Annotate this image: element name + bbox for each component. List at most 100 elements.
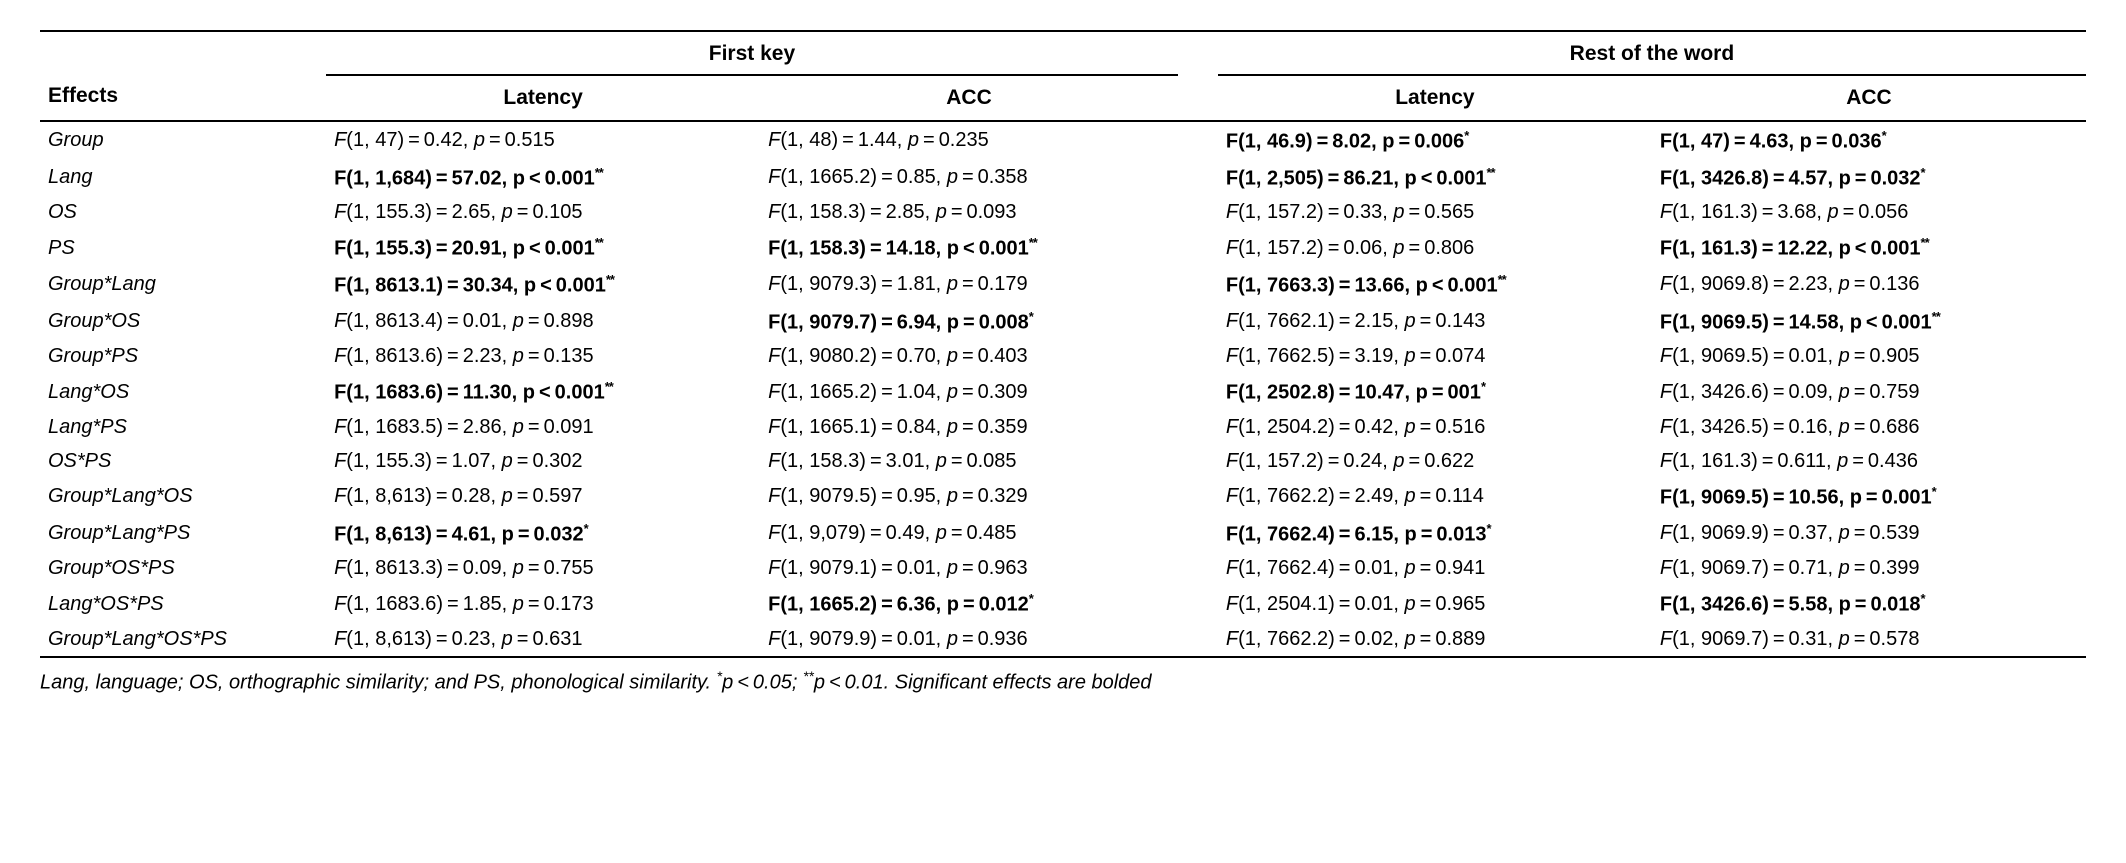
cell-rw-latency: F(1, 157.2) = 0.33, p = 0.565 <box>1218 195 1652 229</box>
cell-fk-acc: F(1, 9079.1) = 0.01, p = 0.963 <box>760 551 1178 585</box>
table-row: OS*PSF(1, 155.3) = 1.07, p = 0.302F(1, 1… <box>40 444 2086 478</box>
effect-name: Lang <box>40 159 326 196</box>
cell-rw-latency: F(1, 7662.5) = 3.19, p = 0.074 <box>1218 339 1652 373</box>
spacer <box>1178 444 1218 478</box>
cell-fk-latency: F(1, 155.3) = 2.65, p = 0.105 <box>326 195 760 229</box>
cell-rw-latency: F(1, 157.2) = 0.24, p = 0.622 <box>1218 444 1652 478</box>
spacer <box>1178 229 1218 266</box>
effect-name: Group*OS*PS <box>40 551 326 585</box>
col-group-rest: Rest of the word <box>1218 31 2086 75</box>
footnote-sig1: p < 0.05; <box>722 672 797 694</box>
table-row: Group*LangF(1, 8613.1) = 30.34, p < 0.00… <box>40 266 2086 303</box>
cell-fk-latency: F(1, 8613.4) = 0.01, p = 0.898 <box>326 303 760 340</box>
spacer <box>1178 373 1218 410</box>
table-row: Group*OS*PSF(1, 8613.3) = 0.09, p = 0.75… <box>40 551 2086 585</box>
cell-fk-acc: F(1, 9080.2) = 0.70, p = 0.403 <box>760 339 1178 373</box>
table-row: Group*OSF(1, 8613.4) = 0.01, p = 0.898F(… <box>40 303 2086 340</box>
cell-rw-latency: F(1, 2504.2) = 0.42, p = 0.516 <box>1218 410 1652 444</box>
spacer <box>1178 478 1218 515</box>
spacer <box>1178 622 1218 657</box>
cell-fk-latency: F(1, 1683.5) = 2.86, p = 0.091 <box>326 410 760 444</box>
cell-fk-latency: F(1, 1683.6) = 1.85, p = 0.173 <box>326 585 760 622</box>
table-body: GroupF(1, 47) = 0.42, p = 0.515F(1, 48) … <box>40 121 2086 657</box>
table-row: Group*Lang*OS*PSF(1, 8,613) = 0.23, p = … <box>40 622 2086 657</box>
effect-name: OS <box>40 195 326 229</box>
effect-name: Group*Lang*OS*PS <box>40 622 326 657</box>
table-row: GroupF(1, 47) = 0.42, p = 0.515F(1, 48) … <box>40 121 2086 159</box>
spacer <box>1178 31 1218 75</box>
effect-name: Group*Lang*OS <box>40 478 326 515</box>
spacer <box>1178 410 1218 444</box>
effect-name: Group*OS <box>40 303 326 340</box>
col-effects: Effects <box>40 31 326 121</box>
cell-fk-latency: F(1, 155.3) = 20.91, p < 0.001** <box>326 229 760 266</box>
effect-name: Lang*OS*PS <box>40 585 326 622</box>
cell-rw-acc: F(1, 3426.5) = 0.16, p = 0.686 <box>1652 410 2086 444</box>
anova-table: Effects First key Rest of the word Laten… <box>40 30 2086 658</box>
cell-rw-acc: F(1, 9069.5) = 0.01, p = 0.905 <box>1652 339 2086 373</box>
spacer <box>1178 303 1218 340</box>
cell-rw-latency: F(1, 46.9) = 8.02, p = 0.006* <box>1218 121 1652 159</box>
spacer <box>1178 339 1218 373</box>
cell-fk-latency: F(1, 8613.6) = 2.23, p = 0.135 <box>326 339 760 373</box>
table-row: LangF(1, 1,684) = 57.02, p < 0.001** F(1,… <box>40 159 2086 196</box>
table-footnote: Lang, language; OS, orthographic similar… <box>40 658 2086 695</box>
cell-fk-acc: F(1, 9079.9) = 0.01, p = 0.936 <box>760 622 1178 657</box>
cell-fk-acc: F(1, 9,079) = 0.49, p = 0.485 <box>760 515 1178 552</box>
cell-fk-latency: F(1, 155.3) = 1.07, p = 0.302 <box>326 444 760 478</box>
table-row: Group*Lang*OSF(1, 8,613) = 0.28, p = 0.5… <box>40 478 2086 515</box>
cell-fk-acc: F(1, 158.3) = 2.85, p = 0.093 <box>760 195 1178 229</box>
cell-rw-latency: F(1, 2,505) = 86.21, p < 0.001** <box>1218 159 1652 196</box>
cell-rw-latency: F(1, 7662.1) = 2.15, p = 0.143 <box>1218 303 1652 340</box>
cell-fk-latency: F(1, 1,684) = 57.02, p < 0.001** <box>326 159 760 196</box>
spacer <box>1178 266 1218 303</box>
cell-rw-acc: F(1, 9069.9) = 0.37, p = 0.539 <box>1652 515 2086 552</box>
cell-fk-acc: F(1, 9079.3) = 1.81, p = 0.179 <box>760 266 1178 303</box>
cell-rw-acc: F(1, 47) = 4.63, p = 0.036* <box>1652 121 2086 159</box>
spacer <box>1178 551 1218 585</box>
spacer <box>1178 515 1218 552</box>
effect-name: PS <box>40 229 326 266</box>
cell-fk-latency: F(1, 47) = 0.42, p = 0.515 <box>326 121 760 159</box>
effect-name: Group <box>40 121 326 159</box>
cell-fk-acc: F(1, 1665.2) = 6.36, p = 0.012* <box>760 585 1178 622</box>
cell-fk-acc: F(1, 9079.7) = 6.94, p = 0.008* <box>760 303 1178 340</box>
table-row: OSF(1, 155.3) = 2.65, p = 0.105F(1, 158.… <box>40 195 2086 229</box>
table-row: Lang*PSF(1, 1683.5) = 2.86, p = 0.091F(1… <box>40 410 2086 444</box>
cell-fk-acc: F(1, 158.3) = 14.18, p < 0.001** <box>760 229 1178 266</box>
cell-fk-acc: F(1, 9079.5) = 0.95, p = 0.329 <box>760 478 1178 515</box>
effect-name: OS*PS <box>40 444 326 478</box>
effect-name: Group*Lang*PS <box>40 515 326 552</box>
cell-fk-latency: F(1, 8613.3) = 0.09, p = 0.755 <box>326 551 760 585</box>
effect-name: Lang*OS <box>40 373 326 410</box>
cell-rw-acc: F(1, 161.3) = 3.68, p = 0.056 <box>1652 195 2086 229</box>
cell-rw-latency: F(1, 7662.4) = 6.15, p = 0.013* <box>1218 515 1652 552</box>
cell-fk-acc: F(1, 1665.1) = 0.84, p = 0.359 <box>760 410 1178 444</box>
cell-rw-acc: F(1, 3426.8) = 4.57, p = 0.032* <box>1652 159 2086 196</box>
cell-rw-latency: F(1, 157.2) = 0.06, p = 0.806 <box>1218 229 1652 266</box>
cell-fk-latency: F(1, 8,613) = 0.28, p = 0.597 <box>326 478 760 515</box>
spacer <box>1178 195 1218 229</box>
cell-rw-acc: F(1, 9069.5) = 10.56, p = 0.001* <box>1652 478 2086 515</box>
cell-rw-latency: F(1, 2502.8) = 10.47, p = 001* <box>1218 373 1652 410</box>
cell-rw-acc: F(1, 9069.8) = 2.23, p = 0.136 <box>1652 266 2086 303</box>
footnote-sig2: p < 0.01. Significant effects are bolded <box>814 672 1152 694</box>
table-row: Lang*OSF(1, 1683.6) = 11.30, p < 0.001**… <box>40 373 2086 410</box>
cell-rw-latency: F(1, 7662.2) = 0.02, p = 0.889 <box>1218 622 1652 657</box>
cell-fk-latency: F(1, 8,613) = 4.61, p = 0.032* <box>326 515 760 552</box>
cell-rw-acc: F(1, 9069.7) = 0.31, p = 0.578 <box>1652 622 2086 657</box>
cell-fk-latency: F(1, 8,613) = 0.23, p = 0.631 <box>326 622 760 657</box>
cell-rw-acc: F(1, 161.3) = 12.22, p < 0.001** <box>1652 229 2086 266</box>
cell-rw-latency: F(1, 2504.1) = 0.01, p = 0.965 <box>1218 585 1652 622</box>
table-row: Group*Lang*PSF(1, 8,613) = 4.61, p = 0.0… <box>40 515 2086 552</box>
spacer <box>1178 121 1218 159</box>
effect-name: Group*Lang <box>40 266 326 303</box>
cell-fk-acc: F(1, 1665.2) = 1.04, p = 0.309 <box>760 373 1178 410</box>
cell-rw-acc: F(1, 3426.6) = 0.09, p = 0.759 <box>1652 373 2086 410</box>
col-rw-latency: Latency <box>1218 75 1652 121</box>
cell-rw-acc: F(1, 161.3) = 0.611, p = 0.436 <box>1652 444 2086 478</box>
cell-fk-acc: F(1, 158.3) = 3.01, p = 0.085 <box>760 444 1178 478</box>
effect-name: Group*PS <box>40 339 326 373</box>
table-row: Group*PSF(1, 8613.6) = 2.23, p = 0.135F(… <box>40 339 2086 373</box>
footnote-star2: ** <box>803 668 814 684</box>
